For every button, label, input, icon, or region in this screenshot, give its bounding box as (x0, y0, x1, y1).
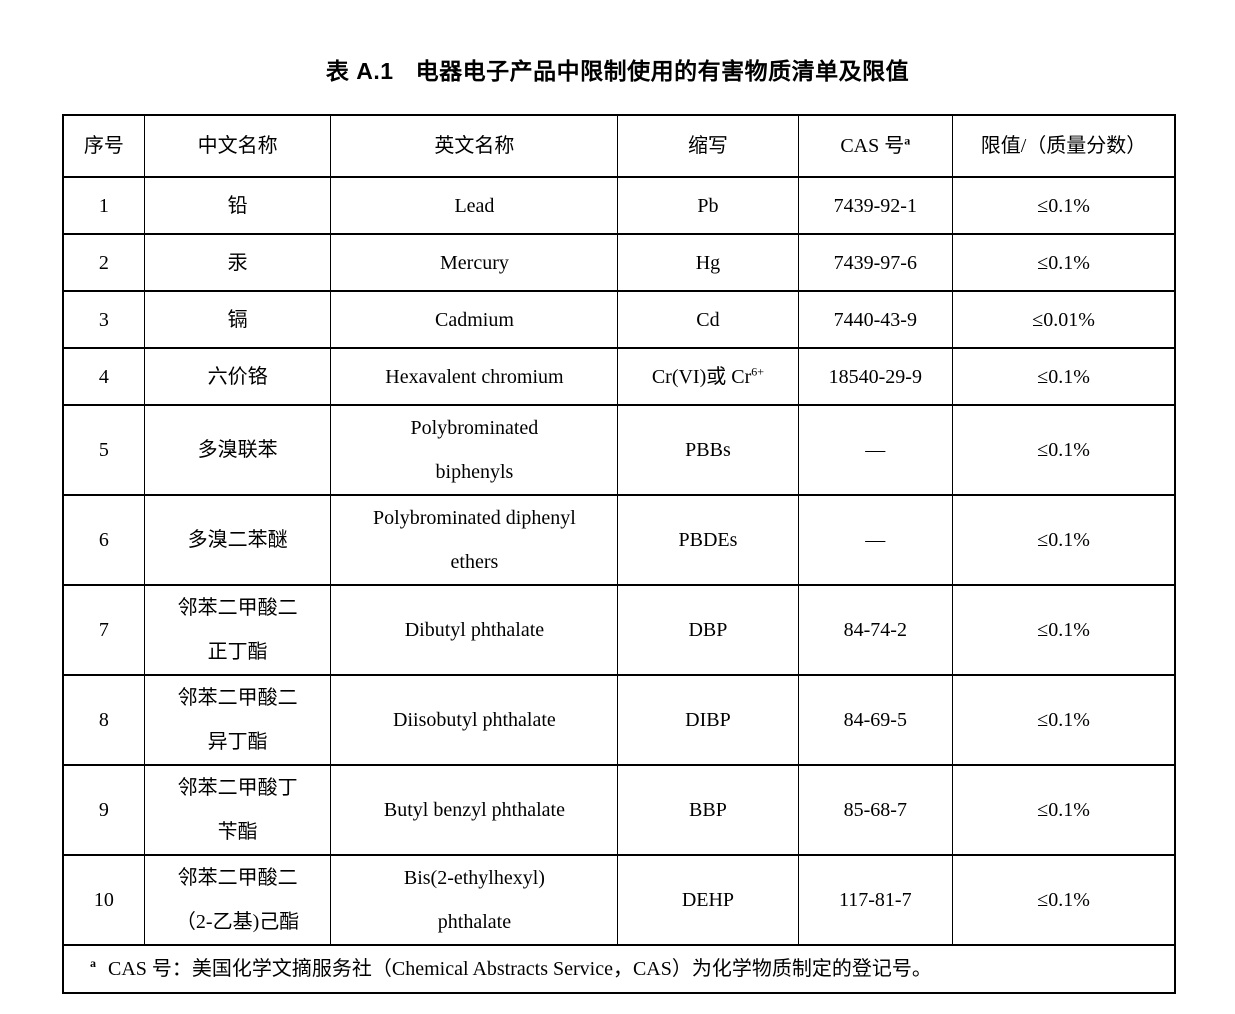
column-header-cas-number: CAS 号a (797, 114, 954, 178)
substance-row: 1 铅 Lead Pb 7439-92-1 ≤0.1% (62, 176, 1176, 235)
cell-english-name: Polybrominated diphenyl ethers (330, 494, 619, 586)
column-header-abbreviation: 缩写 (617, 114, 799, 178)
cell-english-name: Bis(2-ethylhexyl) phthalate (330, 854, 619, 946)
cell-serial: 9 (62, 764, 145, 856)
cell-serial: 5 (62, 404, 145, 496)
cell-english-name: Dibutyl phthalate (330, 584, 619, 676)
cell-cas-number: 7439-97-6 (797, 233, 954, 292)
column-header-chinese-name: 中文名称 (143, 114, 332, 178)
hazardous-substances-table: 序号 中文名称 英文名称 缩写 CAS 号a 限值/（质量分数） 1 铅 Lead Pb 7439… (62, 114, 1176, 994)
substance-row: 10 邻苯二甲酸二 （2-乙基)己酯 Bis(2-ethylhexyl) phtha… (62, 854, 1176, 946)
cell-english-name: Mercury (330, 233, 619, 292)
table-header: 序号 中文名称 英文名称 缩写 CAS 号a 限值/（质量分数） (62, 114, 1176, 178)
cell-serial: 4 (62, 347, 145, 406)
cell-limit: ≤0.1% (952, 674, 1176, 766)
cell-chinese-name: 邻苯二甲酸丁 苄酯 (143, 764, 332, 856)
table-body: 1 铅 Lead Pb 7439-92-1 ≤0.1% 2 汞 Mercury Hg 7439-97… (62, 176, 1176, 946)
table-title: 表 A.1 电器电子产品中限制使用的有害物质清单及限值 (0, 52, 1235, 86)
cell-serial: 1 (62, 176, 145, 235)
cell-chinese-name: 镉 (143, 290, 332, 349)
cell-limit: ≤0.1% (952, 176, 1176, 235)
cell-abbreviation: BBP (617, 764, 799, 856)
footnote-row: a CAS 号：美国化学文摘服务社（Chemical Abstracts Serv… (62, 944, 1176, 994)
cell-abbreviation: PBBs (617, 404, 799, 496)
column-header-limit: 限值/（质量分数） (952, 114, 1176, 178)
cell-cas-number: 84-69-5 (797, 674, 954, 766)
cell-serial: 8 (62, 674, 145, 766)
cell-abbreviation: Hg (617, 233, 799, 292)
table-footer: a CAS 号：美国化学文摘服务社（Chemical Abstracts Serv… (62, 944, 1176, 994)
substance-row: 2 汞 Mercury Hg 7439-97-6 ≤0.1% (62, 233, 1176, 292)
cell-chinese-name: 邻苯二甲酸二 正丁酯 (143, 584, 332, 676)
cell-chinese-name: 多溴二苯醚 (143, 494, 332, 586)
cell-limit: ≤0.1% (952, 764, 1176, 856)
cell-chinese-name: 邻苯二甲酸二 异丁酯 (143, 674, 332, 766)
substance-row: 9 邻苯二甲酸丁 苄酯 Butyl benzyl phthalate BBP 85-68… (62, 764, 1176, 856)
cell-serial: 10 (62, 854, 145, 946)
cell-chinese-name: 邻苯二甲酸二 （2-乙基)己酯 (143, 854, 332, 946)
cell-limit: ≤0.1% (952, 233, 1176, 292)
cell-chinese-name: 汞 (143, 233, 332, 292)
substance-row: 7 邻苯二甲酸二 正丁酯 Dibutyl phthalate DBP 84-74-2 ≤0… (62, 584, 1176, 676)
cell-cas-number: — (797, 404, 954, 496)
cell-english-name: Hexavalent chromium (330, 347, 619, 406)
column-header-english-name: 英文名称 (330, 114, 619, 178)
cell-limit: ≤0.1% (952, 854, 1176, 946)
footnote-marker: a (90, 956, 96, 971)
substance-row: 8 邻苯二甲酸二 异丁酯 Diisobutyl phthalate DIBP 84-69… (62, 674, 1176, 766)
footnote-text: CAS 号：美国化学文摘服务社（Chemical Abstracts Servi… (108, 958, 932, 980)
cell-abbreviation: Pb (617, 176, 799, 235)
cell-chinese-name: 六价铬 (143, 347, 332, 406)
cell-cas-number: — (797, 494, 954, 586)
cell-serial: 3 (62, 290, 145, 349)
cell-cas-number: 117-81-7 (797, 854, 954, 946)
cell-serial: 6 (62, 494, 145, 586)
cell-abbreviation: DIBP (617, 674, 799, 766)
table-title-text: 电器电子产品中限制使用的有害物质清单及限值 (415, 58, 910, 84)
cell-abbreviation: DEHP (617, 854, 799, 946)
cell-chinese-name: 铅 (143, 176, 332, 235)
cell-serial: 7 (62, 584, 145, 676)
cell-abbreviation: DBP (617, 584, 799, 676)
substance-row: 5 多溴联苯 Polybrominated biphenyls PBBs — ≤0.1% (62, 404, 1176, 496)
footnote-cell: a CAS 号：美国化学文摘服务社（Chemical Abstracts Serv… (62, 944, 1176, 994)
cell-limit: ≤0.1% (952, 404, 1176, 496)
cell-english-name: Cadmium (330, 290, 619, 349)
cell-limit: ≤0.1% (952, 347, 1176, 406)
cell-limit: ≤0.01% (952, 290, 1176, 349)
cell-english-name: Butyl benzyl phthalate (330, 764, 619, 856)
table-number-label: 表 A.1 (325, 58, 394, 84)
cell-abbreviation: PBDEs (617, 494, 799, 586)
cell-limit: ≤0.1% (952, 494, 1176, 586)
substance-row: 3 镉 Cadmium Cd 7440-43-9 ≤0.01% (62, 290, 1176, 349)
cell-english-name: Diisobutyl phthalate (330, 674, 619, 766)
cell-english-name: Polybrominated biphenyls (330, 404, 619, 496)
cell-abbreviation: Cd (617, 290, 799, 349)
cell-cas-number: 85-68-7 (797, 764, 954, 856)
cell-chinese-name: 多溴联苯 (143, 404, 332, 496)
cell-english-name: Lead (330, 176, 619, 235)
cell-cas-number: 7439-92-1 (797, 176, 954, 235)
cell-limit: ≤0.1% (952, 584, 1176, 676)
substance-row: 4 六价铬 Hexavalent chromium Cr(VI)或 Cr6+ 18540… (62, 347, 1176, 406)
cell-cas-number: 7440-43-9 (797, 290, 954, 349)
cell-serial: 2 (62, 233, 145, 292)
cell-abbreviation: Cr(VI)或 Cr6+ (617, 347, 799, 406)
column-header-serial: 序号 (62, 114, 145, 178)
cell-cas-number: 84-74-2 (797, 584, 954, 676)
header-row: 序号 中文名称 英文名称 缩写 CAS 号a 限值/（质量分数） (62, 114, 1176, 178)
cell-cas-number: 18540-29-9 (797, 347, 954, 406)
substance-row: 6 多溴二苯醚 Polybrominated diphenyl ethers PBDE… (62, 494, 1176, 586)
